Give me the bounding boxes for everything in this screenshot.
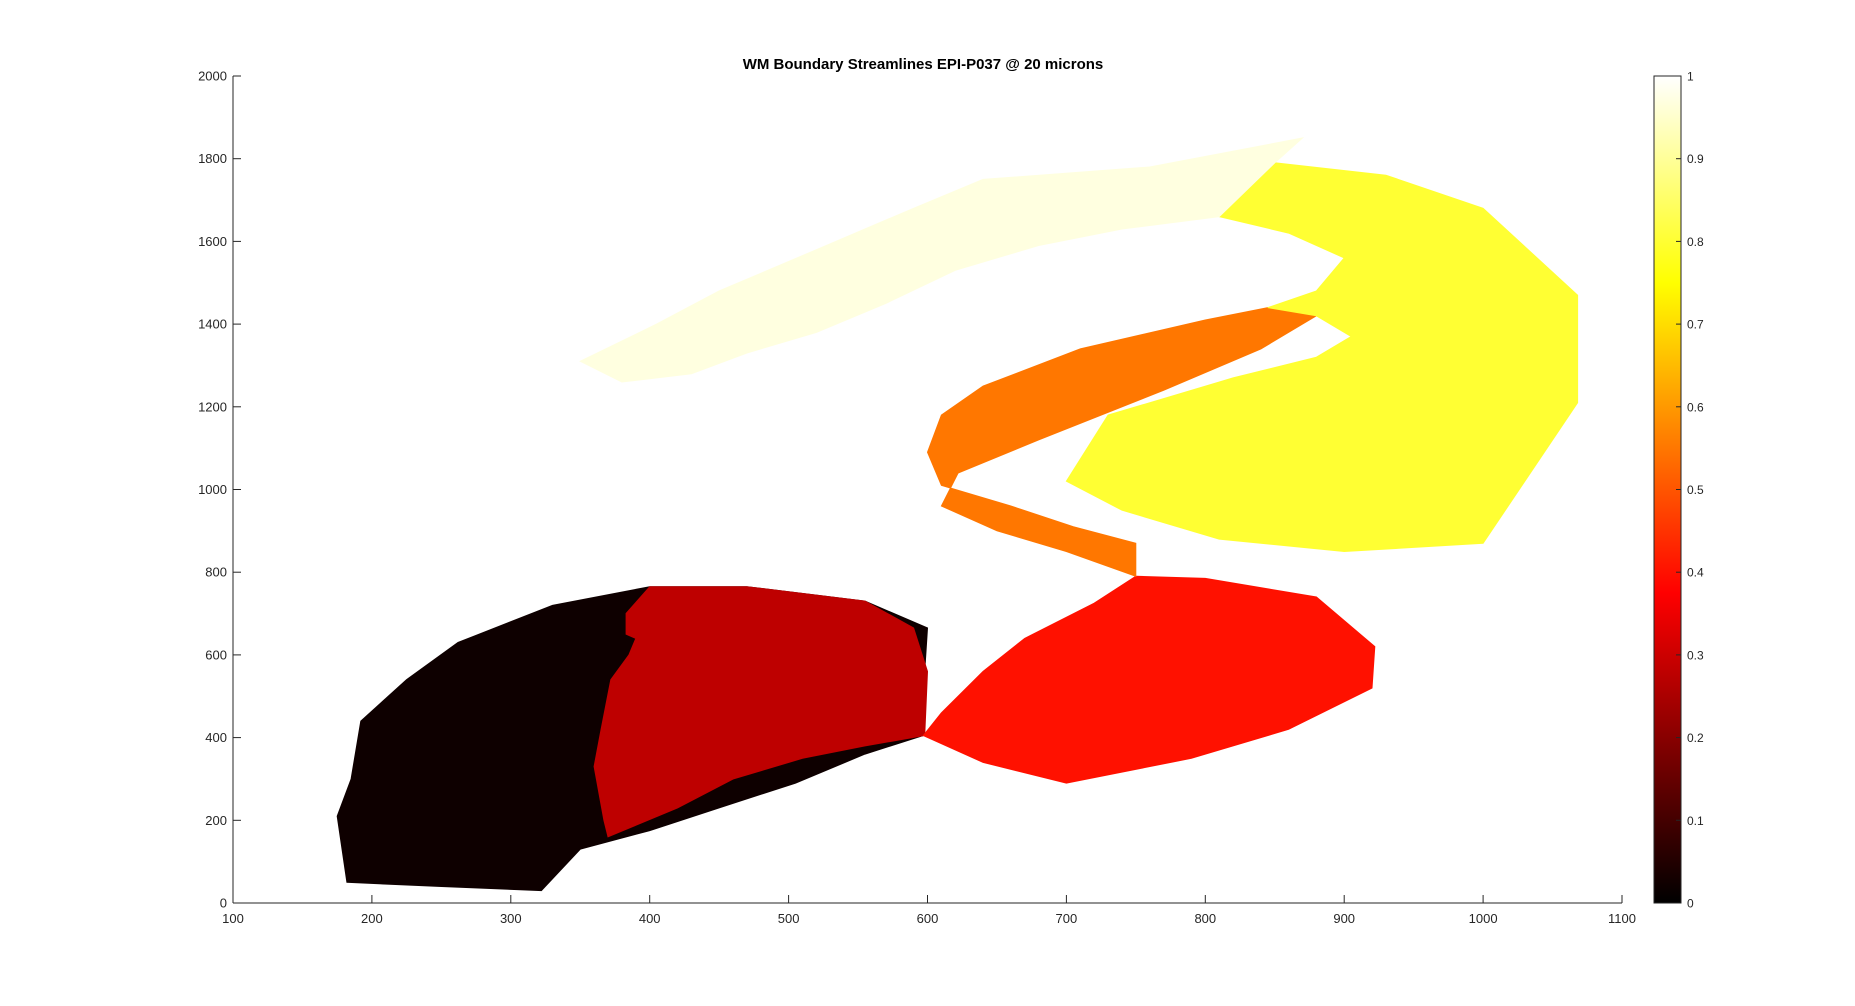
y-tick-label: 1000 bbox=[198, 482, 227, 497]
x-tick-label: 400 bbox=[639, 911, 661, 926]
y-tick-label: 1600 bbox=[198, 234, 227, 249]
colorbar-tick-label: 0 bbox=[1687, 897, 1694, 911]
x-tick-label: 700 bbox=[1056, 911, 1078, 926]
colorbar-tick-label: 0.4 bbox=[1687, 566, 1704, 580]
x-tick-label: 1000 bbox=[1469, 911, 1498, 926]
x-tick-label: 800 bbox=[1194, 911, 1216, 926]
colorbar: 0 0.1 0.2 0.3 0.4 0.5 0.6 0.7 0.8 0.9 1 bbox=[1653, 70, 1704, 911]
chart-title: WM Boundary Streamlines EPI-P037 @ 20 mi… bbox=[743, 56, 1104, 73]
y-tick-label: 2000 bbox=[198, 69, 227, 84]
y-tick-label: 1800 bbox=[198, 151, 227, 166]
y-tick-label: 800 bbox=[205, 565, 227, 580]
colorbar-tick-label: 0.5 bbox=[1687, 483, 1704, 497]
colorbar-tick-label: 1 bbox=[1687, 70, 1694, 84]
colorbar-tick-label: 0.3 bbox=[1687, 648, 1704, 662]
streamline-region-2 bbox=[922, 575, 1376, 784]
x-tick-label: 600 bbox=[917, 911, 939, 926]
x-tick-label: 200 bbox=[361, 911, 383, 926]
colorbar-tick-label: 0.2 bbox=[1687, 731, 1704, 745]
y-tick-label: 400 bbox=[205, 730, 227, 745]
x-tick-label: 500 bbox=[778, 911, 800, 926]
axes: 100 200 300 400 500 600 700 800 900 1000 1100 0 200 4… bbox=[198, 69, 1636, 927]
colorbar-tick-label: 0.7 bbox=[1687, 318, 1704, 332]
streamline-region-5 bbox=[579, 137, 1305, 383]
x-tick-label: 900 bbox=[1333, 911, 1355, 926]
colorbar-tick-label: 0.1 bbox=[1687, 814, 1704, 828]
y-tick-label: 200 bbox=[205, 813, 227, 828]
streamline-region-3 bbox=[926, 307, 1318, 578]
colorbar-tick-label: 0.9 bbox=[1687, 152, 1704, 166]
colorbar-tick-label: 0.8 bbox=[1687, 235, 1704, 249]
y-tick-label: 1200 bbox=[198, 399, 227, 414]
y-tick-label: 1400 bbox=[198, 317, 227, 332]
y-tick-label: 0 bbox=[220, 896, 227, 911]
plot-regions bbox=[336, 137, 1579, 892]
streamline-region-1 bbox=[593, 586, 929, 838]
x-tick-label: 1100 bbox=[1608, 911, 1636, 926]
x-tick-label: 100 bbox=[222, 911, 244, 926]
x-tick-label: 300 bbox=[500, 911, 522, 926]
streamline-region-4 bbox=[1065, 162, 1579, 553]
y-tick-label: 600 bbox=[205, 647, 227, 662]
colorbar-tick-label: 0.6 bbox=[1687, 400, 1704, 414]
